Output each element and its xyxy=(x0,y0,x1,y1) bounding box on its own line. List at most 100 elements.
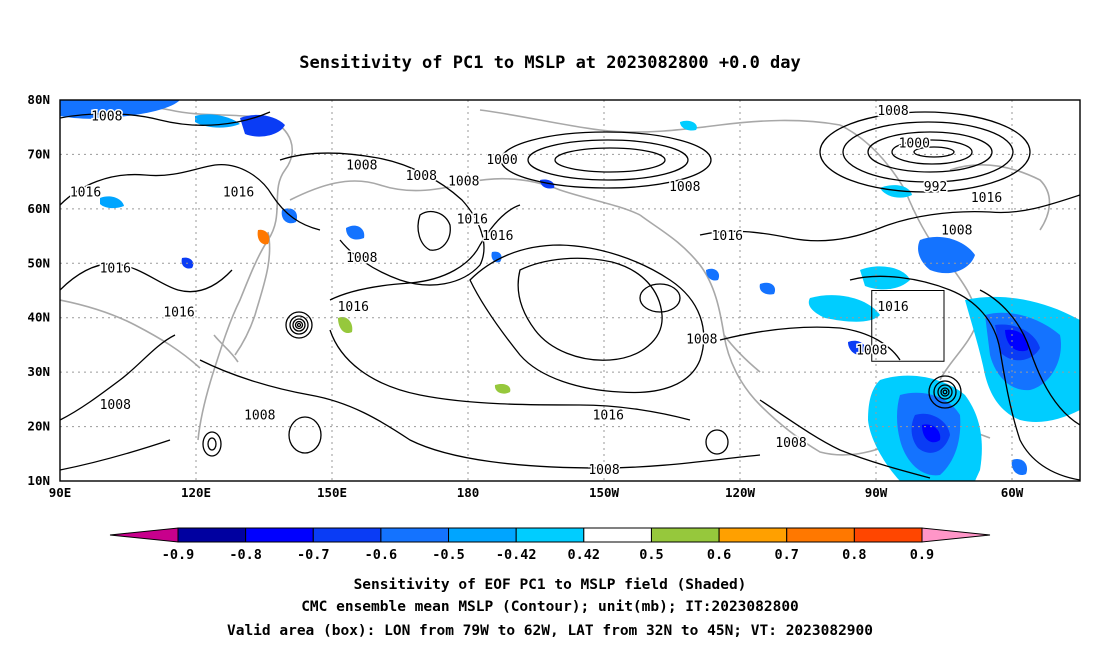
contour-closed xyxy=(207,437,217,451)
typhoon-contours xyxy=(285,311,313,339)
lat-tick-label: 80N xyxy=(27,92,50,107)
contour-1008-mexico xyxy=(719,326,901,361)
contour-closed xyxy=(288,416,322,454)
lon-tick-label: 90E xyxy=(49,485,72,500)
coast-greenland xyxy=(949,164,1051,231)
contour-label: 1016 xyxy=(457,213,488,228)
lat-tick-label: 30N xyxy=(27,364,50,379)
shade-blob xyxy=(880,185,912,198)
shade-blob xyxy=(918,236,975,274)
contour-low-aleutian xyxy=(527,139,689,181)
shade-blob xyxy=(706,268,720,281)
shade-blob xyxy=(1005,329,1029,352)
colorbar: -0.9 -0.8 -0.7 -0.6 -0.5 -0.42 0.42 0.5 0.6 0.7 0.… xyxy=(109,527,991,563)
colorbar-tick-label: -0.6 xyxy=(365,547,398,563)
colorbar-box xyxy=(245,527,314,543)
contour-1016-north-america xyxy=(699,194,1080,242)
coast-asia-east xyxy=(60,103,294,441)
lat-tick-label: 20N xyxy=(27,419,50,434)
contour-closed xyxy=(705,429,729,455)
lon-tick-label: 120W xyxy=(725,485,756,500)
contour-closed xyxy=(417,211,451,251)
shade-blob xyxy=(195,114,240,128)
contour-label: 1008 xyxy=(877,104,908,119)
contour-atlantic-2 xyxy=(979,289,1080,426)
shade-blob xyxy=(848,340,867,356)
contour-label: 1016 xyxy=(877,300,908,315)
contour-label: 1016 xyxy=(100,262,131,277)
colorbar-box xyxy=(786,527,855,543)
contour-1016-west xyxy=(60,164,321,231)
contour-1008-india xyxy=(60,334,176,421)
figure-title: Sensitivity of PC1 to MSLP at 2023082800… xyxy=(299,53,801,73)
colorbar-tick-label: -0.8 xyxy=(229,547,262,563)
colorbar-box xyxy=(312,527,382,543)
contour-low-arctic-core xyxy=(891,139,973,165)
lon-tick-label: 90W xyxy=(865,485,888,500)
contour-pacific-high-center xyxy=(639,283,681,313)
coast-japan xyxy=(234,231,271,356)
contour-1008-central xyxy=(759,399,931,479)
colorbar-tick-label: -0.9 xyxy=(162,547,195,563)
shade-blob xyxy=(491,251,502,263)
colorbar-tick-label: 0.9 xyxy=(910,547,934,563)
lat-tick-label: 70N xyxy=(27,146,50,161)
contour-label: 1008 xyxy=(91,109,122,124)
contour-south-edge xyxy=(60,439,171,471)
contour-label: 1008 xyxy=(856,343,887,358)
contour-label: 992 xyxy=(924,180,947,195)
colorbar-box xyxy=(853,527,923,543)
lon-tick-label: 150E xyxy=(317,485,347,500)
contour-pacific-high-1016 xyxy=(469,244,705,394)
contour-label: 1008 xyxy=(686,332,717,347)
contour-1016-pacific xyxy=(329,204,521,301)
map-frame xyxy=(59,99,1081,482)
contour-label: 1008 xyxy=(244,409,275,424)
colorbar-tick-label: 0.5 xyxy=(639,547,663,563)
caption-contour: CMC ensemble mean MSLP (Contour); unit(m… xyxy=(301,599,799,615)
shade-blob xyxy=(494,383,511,394)
colorbar-boxes xyxy=(177,527,923,543)
contour-closed xyxy=(202,431,222,457)
coast-bering xyxy=(289,177,641,216)
lon-tick-label: 120E xyxy=(181,485,211,500)
hurricane-contours xyxy=(928,375,962,409)
shade-blob xyxy=(759,282,776,295)
shade-blob xyxy=(100,196,124,209)
contour-label: 1016 xyxy=(971,191,1002,206)
lat-tick-label: 40N xyxy=(27,310,50,325)
colorbar-tick-label: -0.42 xyxy=(496,547,537,563)
contour-atlantic xyxy=(849,275,1080,481)
shade-blob xyxy=(257,229,270,245)
shade-blob xyxy=(338,316,353,334)
lon-tick-label: 150W xyxy=(589,485,620,500)
colorbar-tick-label: 0.42 xyxy=(568,547,601,563)
colorbar-box xyxy=(583,527,652,543)
shade-blob xyxy=(540,179,555,189)
colorbar-box xyxy=(177,527,247,543)
colorbar-tick-label: 0.6 xyxy=(707,547,731,563)
shade-blob xyxy=(860,266,910,290)
gridlines xyxy=(60,100,1080,481)
contour-label: 1016 xyxy=(593,409,624,424)
mslp-contours xyxy=(60,111,1080,481)
shade-blob xyxy=(680,120,697,131)
contour-label: 1008 xyxy=(406,169,437,184)
colorbar-tick-label: 0.7 xyxy=(775,547,799,563)
contour-label: 1008 xyxy=(941,224,972,239)
contour-label: 1008 xyxy=(346,251,377,266)
caption-valid-area: Valid area (box): LON from 79W to 62W, L… xyxy=(227,623,873,639)
contour-label: 1016 xyxy=(70,186,101,201)
contour-label: 1016 xyxy=(712,229,743,244)
shade-blob xyxy=(240,114,285,137)
contour-low-arctic xyxy=(842,121,1014,183)
shade-blob xyxy=(346,225,365,240)
contour-label: 1008 xyxy=(448,175,479,190)
colorbar-box xyxy=(380,527,450,543)
lat-tick-label: 60N xyxy=(27,201,50,216)
contour-label: 1016 xyxy=(223,186,254,201)
colorbar-box xyxy=(448,527,517,543)
